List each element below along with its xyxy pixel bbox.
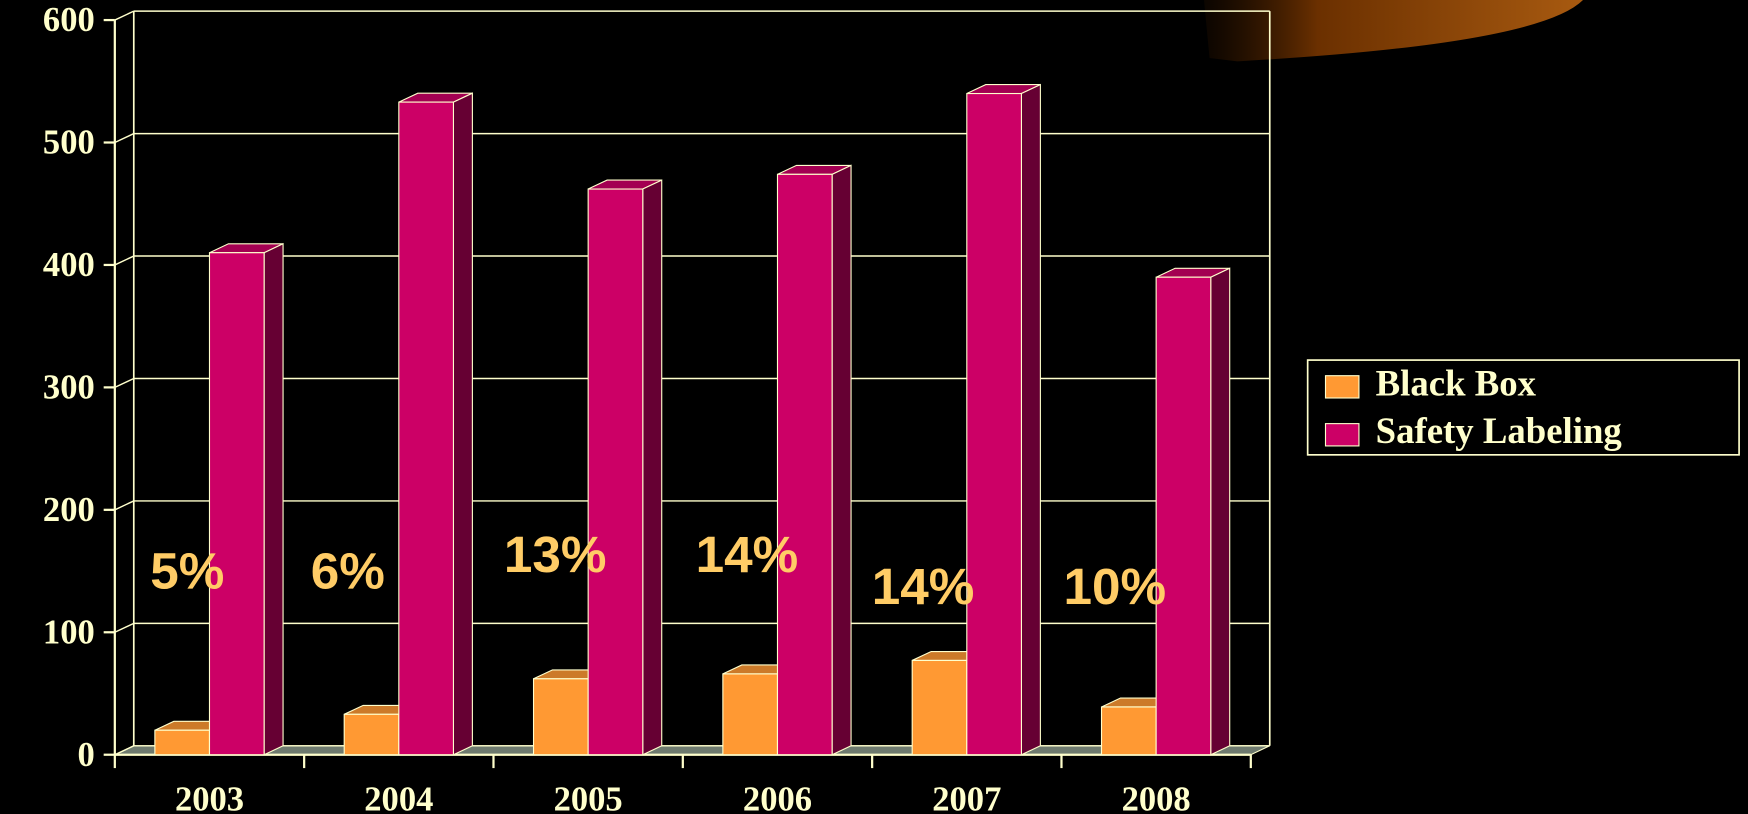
bar (208, 252, 265, 756)
y-tick-label: 0 (77, 736, 94, 774)
grid-line (114, 132, 135, 144)
legend-swatch (1324, 375, 1360, 399)
bar-side (1210, 267, 1231, 756)
y-tick-label: 100 (43, 613, 95, 651)
grid-line (114, 255, 135, 266)
annotation: 5% (150, 543, 224, 600)
y-tick-label: 200 (43, 491, 95, 529)
bar (398, 101, 455, 756)
y-tick-label: 300 (43, 369, 95, 407)
legend-label: Safety Labeling (1376, 410, 1623, 451)
x-tick-label: 2006 (743, 780, 812, 814)
bar-side (642, 179, 663, 756)
chart-body: 0 100 200 300 400 500 600 2003 5% 2004 6% 2005 13% 20… (43, 1, 1740, 814)
legend-swatch (1324, 423, 1360, 447)
bar-side (263, 242, 284, 756)
legend-box (1306, 359, 1740, 456)
decoration (1203, 0, 1584, 62)
bar (722, 673, 779, 756)
bar (154, 729, 211, 756)
y-tick-label: 500 (43, 124, 95, 162)
bar (532, 678, 589, 756)
bar-side (831, 164, 852, 756)
annotation: 14% (696, 526, 799, 583)
bar-side (1020, 83, 1041, 756)
bar-side (452, 92, 473, 756)
y-tick-label: 400 (43, 246, 95, 284)
x-tick-label: 2005 (554, 780, 623, 814)
grid-line (114, 622, 135, 633)
grid-line (114, 745, 135, 756)
floor (114, 745, 1270, 756)
x-tick-label: 2008 (1122, 780, 1191, 814)
bar (1155, 276, 1212, 756)
x-tick-label: 2003 (175, 780, 244, 814)
annotation: 13% (504, 526, 607, 583)
y-tick-label: 600 (43, 1, 95, 39)
annotation: 14% (872, 558, 975, 615)
plot: 0 100 200 300 400 500 600 2003 5% 2004 6% 2005 13% 20… (43, 0, 1740, 814)
bar (343, 713, 400, 756)
bar (776, 173, 833, 756)
x-tick-label: 2004 (364, 780, 433, 814)
bar (966, 92, 1022, 756)
bar (587, 188, 644, 756)
bar (1100, 706, 1157, 756)
grid-line (114, 500, 135, 511)
bar (911, 659, 968, 756)
legend-label: Black Box (1376, 362, 1537, 403)
x-tick-label: 2007 (932, 780, 1001, 814)
grid-line (114, 377, 135, 389)
annotation: 6% (311, 543, 385, 600)
annotation: 10% (1063, 558, 1166, 615)
grid-line (114, 10, 135, 21)
